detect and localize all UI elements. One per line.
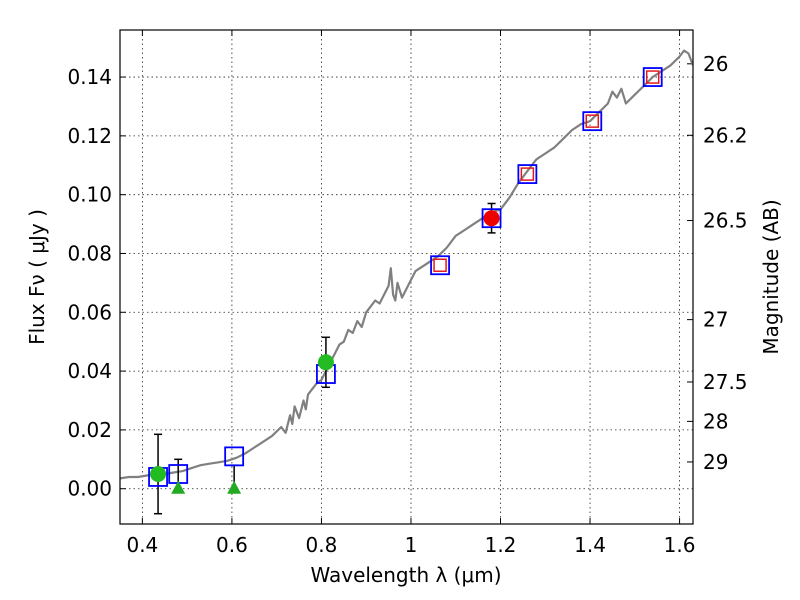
photometry-point [317,354,334,371]
model-photometry-square [582,111,603,132]
x-tick-label: 1.2 [485,533,517,557]
model-photometry-square [642,67,663,87]
model-photometry-square [224,446,245,467]
upper-limit-triangle [227,480,242,494]
model-photometry-square [430,255,450,276]
data-layer [120,49,693,515]
y-tick-label: 0.10 [67,183,112,207]
photometry-point [150,466,167,483]
x-tick-label: 1.4 [574,533,606,557]
y2-tick-label: 27.5 [703,370,748,394]
y-axis-label: Flux Fν ( μJy ) [25,209,49,345]
y-tick-label: 0.12 [67,124,112,148]
y2-tick-label: 26.2 [703,123,748,147]
y2-tick-label: 26 [703,52,728,76]
model-photometry-square [517,164,538,184]
y2-tick-label: 29 [703,450,728,474]
upper-limit-triangle [171,480,186,494]
y-tick-label: 0.04 [67,359,112,383]
photometry-point [483,210,500,227]
y-tick-label: 0.06 [67,300,112,324]
x-axis-label: Wavelength λ (μm) [310,563,501,587]
y-tick-label: 0.02 [67,418,112,442]
x-tick-label: 0.4 [126,533,158,557]
wfc3-square [520,167,535,181]
sed-model-line [120,49,693,480]
wfc3-square [433,258,447,272]
y2-tick-label: 27 [703,308,728,332]
grid-layer [120,30,693,524]
x-tick-label: 0.6 [216,533,248,557]
model-photometry-square [481,208,502,229]
x-tick-label: 1 [405,533,418,557]
y-tick-label: 0.08 [67,241,112,265]
y2-axis-label: Magnitude (AB) [759,199,783,354]
x-tick-label: 1.6 [664,533,696,557]
y-tick-label: 0.14 [67,65,112,89]
wfc3-square [585,114,600,128]
y-tick-label: 0.00 [67,477,112,501]
ticks-layer: 0.4 0.6 0.8 1 1.2 1.4 1.6 0.00 0.02 0.04 0.06 0.08 0… [67,30,748,557]
y2-tick-label: 26.5 [703,209,748,233]
x-tick-label: 0.8 [306,533,338,557]
y2-tick-label: 28 [703,409,728,433]
wfc3-square [645,70,660,84]
plot-frame [119,29,694,525]
